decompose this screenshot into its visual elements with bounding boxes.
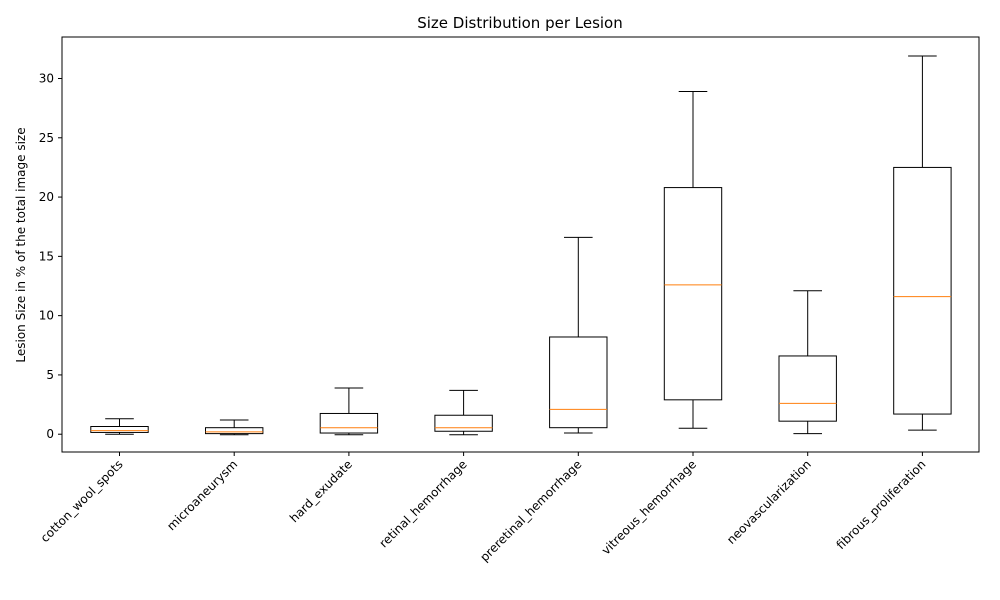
iqr-box	[205, 427, 264, 435]
box-preretinal_hemorrhage	[549, 236, 608, 434]
x-tick-label: cotton_wool_spots	[38, 457, 126, 545]
x-tick-label: hard_exudate	[287, 457, 355, 525]
box-microaneurysm	[205, 419, 264, 436]
x-tick-label: fibrous_proliferation	[834, 457, 929, 552]
y-tick-label: 0	[46, 427, 54, 441]
iqr-box	[90, 426, 149, 433]
plot-area	[61, 36, 980, 453]
x-axis: cotton_wool_spots microaneurysm hard_exuda…	[38, 452, 929, 564]
y-axis-label: Lesion Size in % of the total image size	[14, 127, 28, 362]
box-fibrous_proliferation	[893, 55, 952, 431]
box-vitreous_hemorrhage	[663, 91, 723, 429]
iqr-box	[319, 412, 379, 434]
box-cotton_wool_spots	[90, 418, 149, 435]
iqr-box	[893, 166, 952, 415]
y-tick-label: 25	[39, 131, 54, 145]
box-neovascularization	[778, 290, 837, 435]
iqr-box	[663, 187, 723, 401]
y-axis: 0 5 10 15 20 25 30	[39, 72, 62, 441]
y-tick-label: 10	[39, 309, 54, 323]
x-tick-label: retinal_hemorrhage	[377, 457, 470, 550]
box-hard_exudate	[319, 387, 379, 436]
chart-title: Size Distribution per Lesion	[417, 14, 623, 32]
iqr-box	[549, 336, 608, 429]
x-tick-label: microaneurysm	[164, 457, 240, 533]
y-tick-label: 15	[39, 249, 54, 263]
iqr-box	[778, 355, 837, 422]
x-tick-label: vitreous_hemorrhage	[599, 457, 699, 557]
y-tick-label: 5	[46, 368, 54, 382]
y-tick-label: 30	[39, 72, 54, 86]
box-retinal_hemorrhage	[434, 389, 493, 436]
iqr-box	[434, 414, 493, 432]
y-tick-label: 20	[39, 190, 54, 204]
boxes-layer	[90, 55, 952, 436]
x-tick-label: preretinal_hemorrhage	[477, 457, 584, 564]
x-tick-label: neovascularization	[724, 457, 814, 547]
